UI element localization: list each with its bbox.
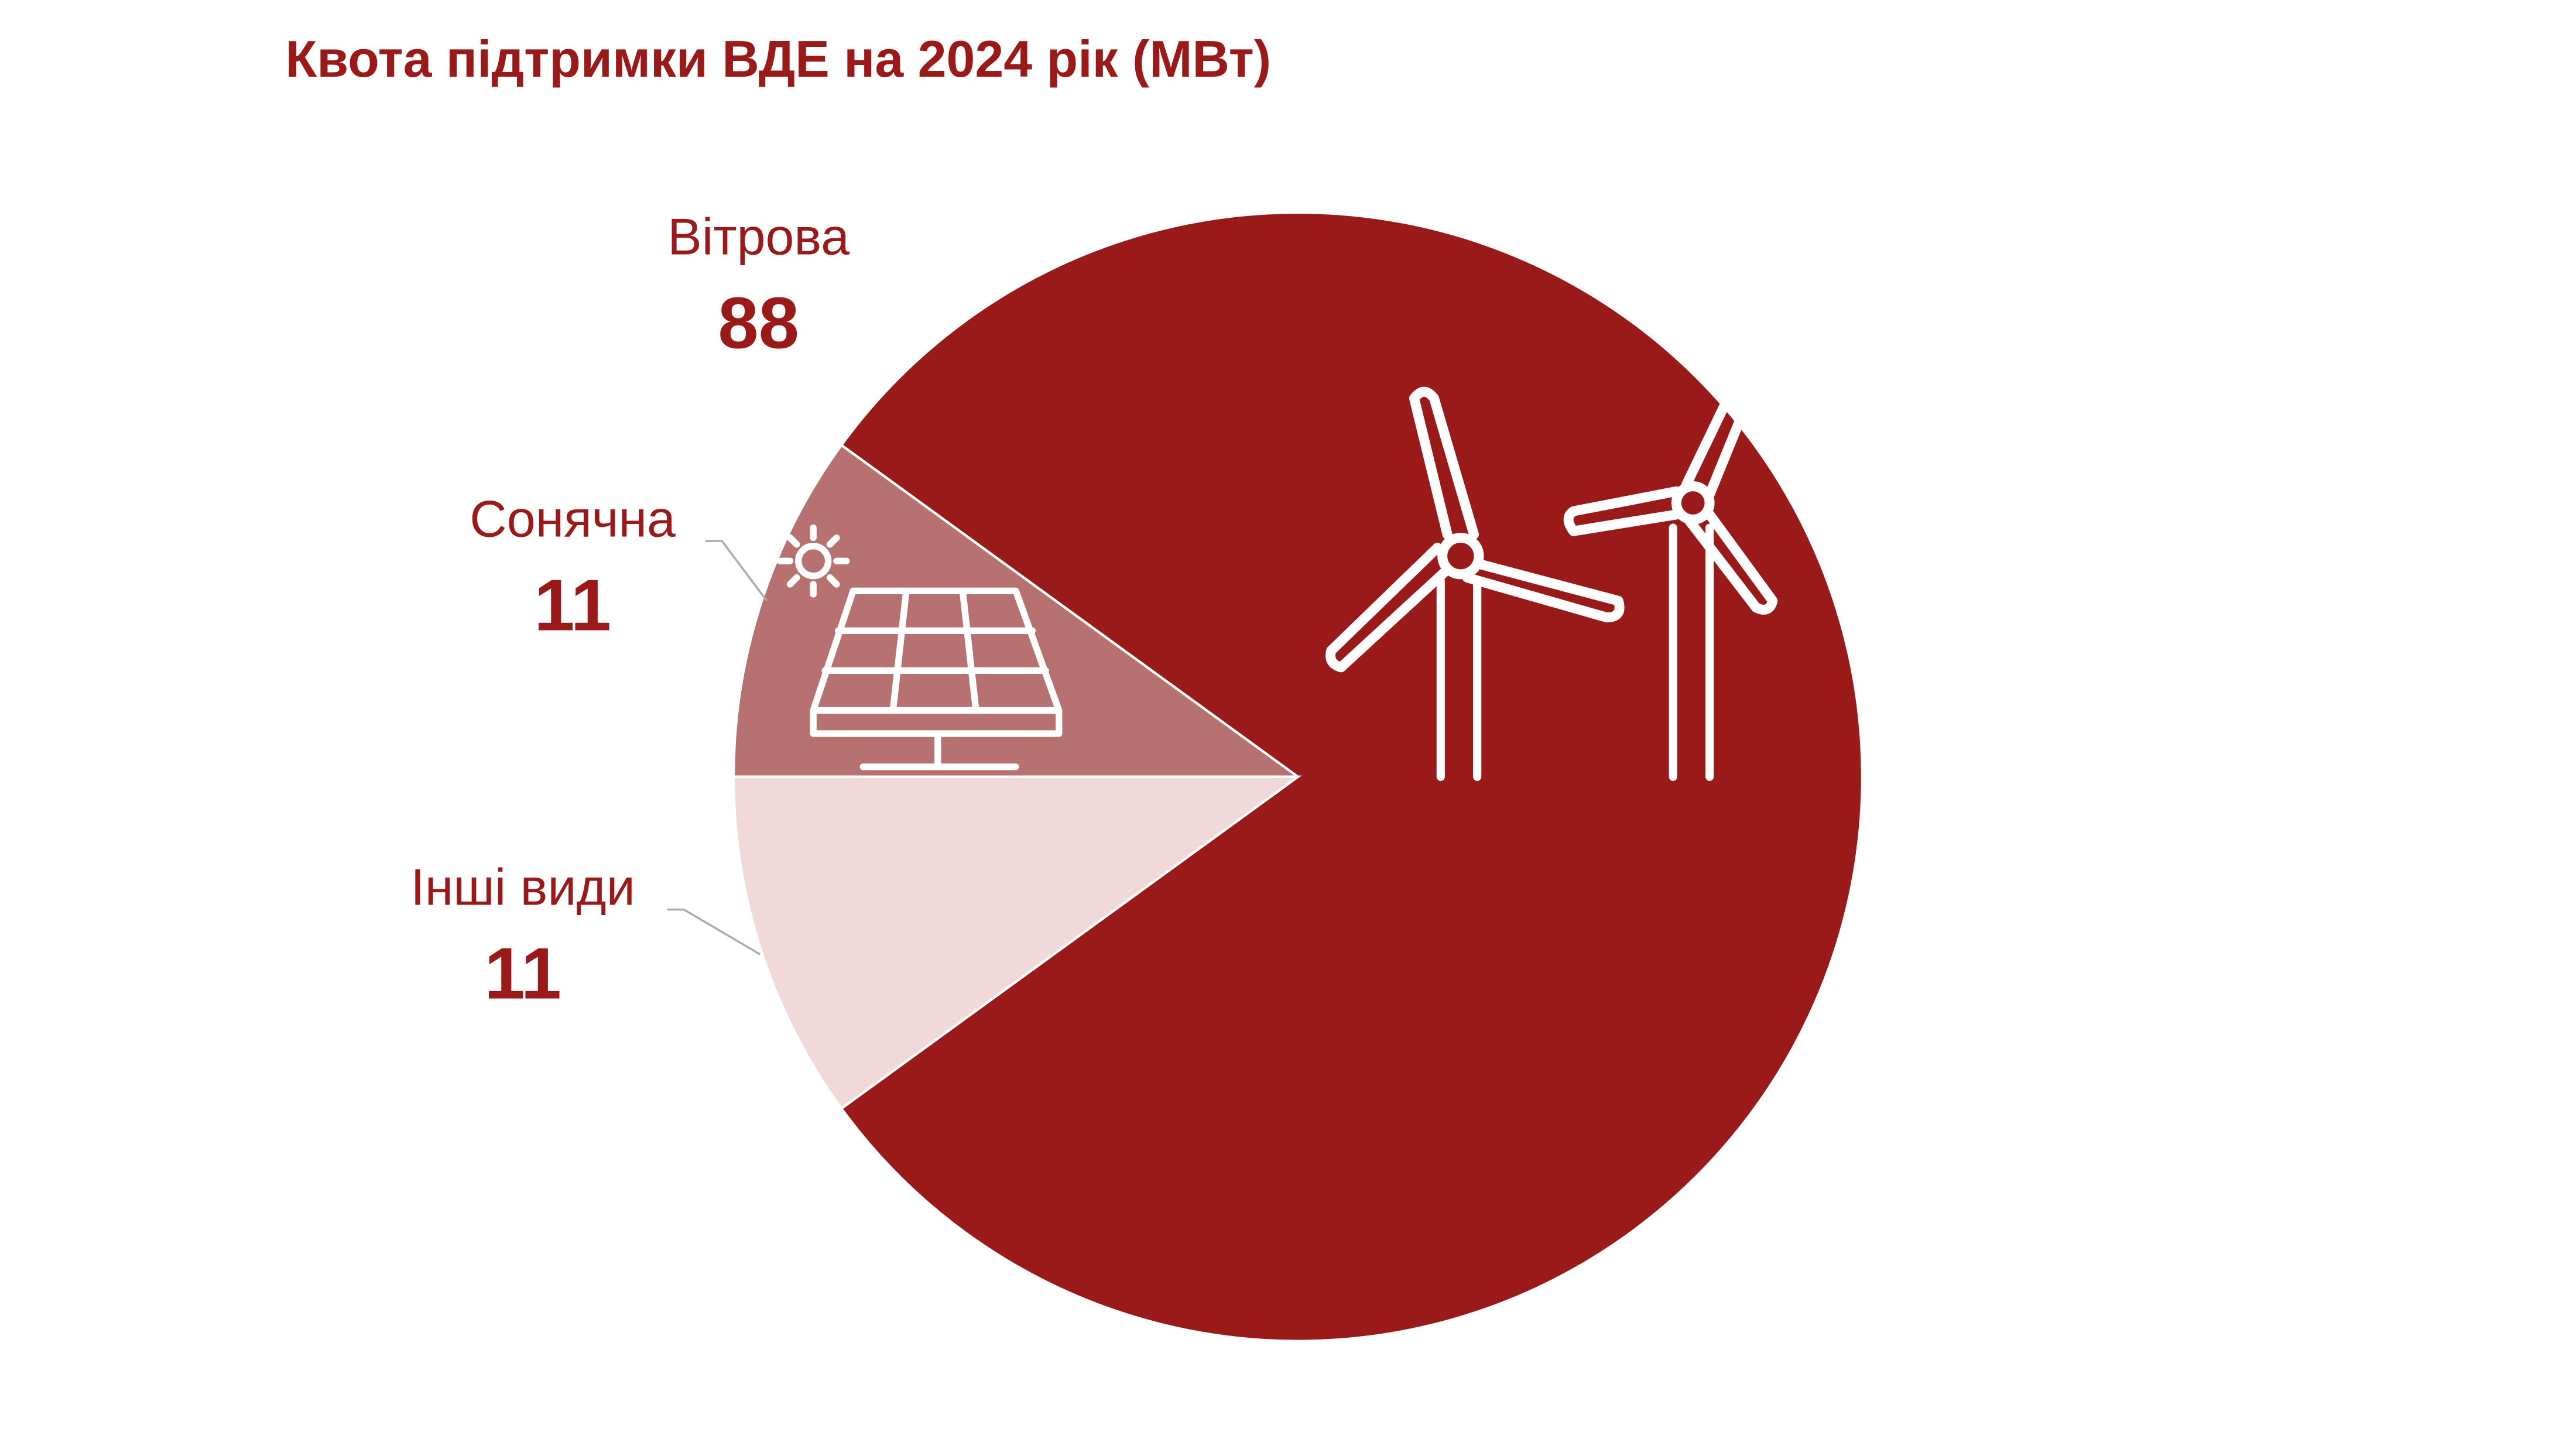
pie-slice [840,211,1864,1342]
icons [776,386,1778,781]
slice-value: 11 [534,564,611,646]
pie [732,211,1864,1342]
slice-label: Інші види [410,858,635,916]
solar-panel-icon [776,524,1063,770]
chart-title: Квота підтримки ВДЕ на 2024 рік (МВт) [286,30,1271,88]
pie-slice [732,775,1302,1111]
labels: Вітрова 88 Сонячна 11 Інші види 11 [410,207,849,1014]
slice-value: 88 [718,282,799,364]
leader-line [667,908,761,955]
leader-line [705,540,768,602]
slice-label: Сонячна [470,489,676,547]
slice-value: 11 [484,933,561,1015]
slice-label: Вітрова [667,207,849,265]
pie-slice [732,443,1302,778]
wind-turbine-icon [1325,386,1625,781]
